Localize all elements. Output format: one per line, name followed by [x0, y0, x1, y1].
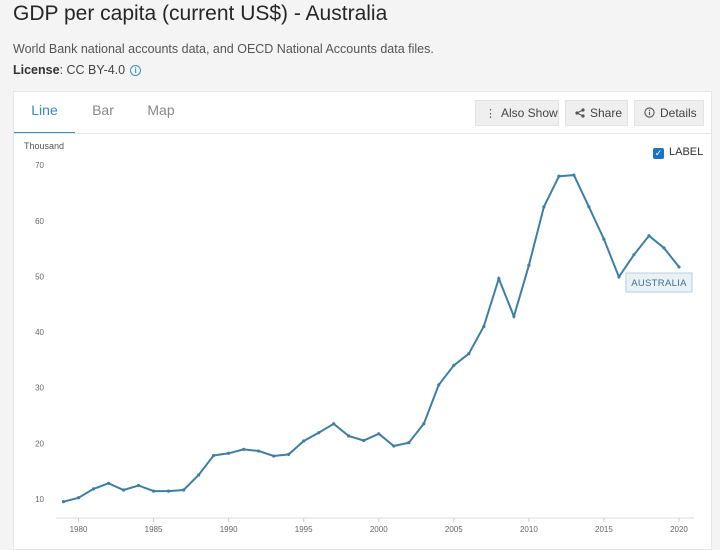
data-point[interactable]	[212, 453, 216, 458]
tab-map[interactable]: Map	[147, 102, 175, 118]
x-axis: 1980 1985 1990 1995 2000 2005 2010 2015 2020	[56, 517, 694, 534]
data-point[interactable]	[617, 275, 621, 279]
data-point[interactable]	[182, 488, 186, 492]
data-point[interactable]	[512, 314, 516, 319]
y-tick-label: 20	[35, 439, 44, 448]
data-point[interactable]	[497, 277, 501, 281]
data-point[interactable]	[121, 488, 126, 492]
data-point[interactable]	[452, 363, 456, 367]
data-point[interactable]	[272, 454, 276, 458]
y-tick-label: 30	[35, 384, 44, 393]
data-point[interactable]	[647, 234, 651, 238]
share-icon	[575, 102, 585, 126]
data-point[interactable]	[392, 444, 396, 448]
data-point[interactable]	[587, 205, 591, 209]
data-point[interactable]	[151, 489, 156, 493]
x-tick-label: 1980	[70, 525, 88, 534]
series-label-box	[625, 272, 693, 293]
data-point[interactable]	[106, 481, 111, 485]
data-point[interactable]	[76, 496, 81, 500]
also-show-label: Also Show	[501, 106, 558, 120]
data-point[interactable]	[91, 487, 96, 491]
x-tick-label: 2005	[445, 525, 463, 534]
y-tick-label: 40	[35, 328, 44, 337]
data-point[interactable]	[557, 174, 561, 178]
plot-area	[61, 173, 681, 504]
license-value: : CC BY-4.0	[59, 63, 126, 77]
series-line-australia[interactable]	[63, 174, 680, 503]
license-line: License: CC BY-4.0 i	[13, 63, 142, 77]
data-point[interactable]	[362, 438, 366, 443]
y-tick-label: 60	[35, 217, 44, 226]
line-chart: 10 20 30 40 50 60 70 1980 1985 1990 1995 2000 2005 2…	[35, 161, 694, 534]
data-point[interactable]	[257, 449, 261, 453]
x-tick-label: 1985	[145, 525, 163, 534]
series-highlight: AUSTRALIA	[625, 272, 693, 293]
data-point[interactable]	[542, 205, 546, 209]
data-point[interactable]	[197, 473, 201, 477]
details-label: Details	[660, 106, 697, 120]
data-point[interactable]	[302, 439, 306, 443]
info-icon[interactable]: i	[130, 65, 142, 76]
x-tick-label: 1995	[295, 525, 313, 534]
data-point[interactable]	[317, 431, 321, 435]
data-point[interactable]	[422, 422, 426, 426]
data-point[interactable]	[527, 263, 531, 267]
data-point[interactable]	[677, 265, 681, 269]
data-point[interactable]	[437, 383, 441, 387]
data-point[interactable]	[482, 324, 486, 329]
more-vertical-icon: ⋮	[485, 108, 496, 120]
info-circle-icon	[644, 102, 655, 126]
data-point[interactable]	[166, 489, 171, 493]
data-point[interactable]	[227, 451, 231, 455]
y-tick-label: 70	[35, 161, 44, 170]
data-point[interactable]	[287, 452, 291, 456]
x-tick-label: 1990	[220, 525, 238, 534]
data-point[interactable]	[632, 253, 636, 257]
data-point[interactable]	[407, 441, 411, 445]
data-point[interactable]	[61, 500, 66, 504]
y-axis: 10 20 30 40 50 60 70	[35, 161, 44, 504]
share-button[interactable]: Share	[565, 100, 628, 126]
x-tick-label: 2020	[670, 525, 688, 534]
license-label: License	[13, 63, 60, 77]
tab-bar[interactable]: Bar	[92, 102, 114, 118]
series-label-text: AUSTRALIA	[631, 278, 687, 289]
data-point[interactable]	[377, 432, 381, 436]
data-point[interactable]	[136, 483, 141, 488]
also-show-button[interactable]: ⋮ Also Show	[475, 100, 559, 126]
page-title: GDP per capita (current US$) - Australia	[13, 2, 388, 25]
label-toggle[interactable]: ✓ LABEL	[653, 146, 703, 159]
page-subtitle: World Bank national accounts data, and O…	[13, 42, 434, 56]
data-point[interactable]	[332, 422, 336, 426]
tabs-divider	[14, 133, 711, 134]
details-button[interactable]: Details	[634, 100, 704, 126]
data-point[interactable]	[602, 237, 606, 241]
x-tick-label: 2015	[595, 525, 613, 534]
data-point[interactable]	[662, 246, 666, 250]
data-point[interactable]	[467, 352, 471, 356]
label-toggle-text: LABEL	[669, 146, 704, 158]
data-point[interactable]	[242, 447, 246, 451]
y-axis-unit-label: Thousand	[24, 141, 65, 151]
data-point[interactable]	[572, 173, 576, 177]
share-label: Share	[590, 106, 623, 120]
y-tick-label: 10	[35, 495, 44, 504]
x-tick-label: 2000	[370, 525, 388, 534]
chart-card: Line Bar Map ⋮ Also Show Share Details Th…	[13, 91, 712, 550]
checkbox-checked-icon: ✓	[653, 148, 664, 159]
x-tick-label: 2010	[520, 525, 538, 534]
data-point[interactable]	[347, 434, 351, 438]
y-tick-label: 50	[35, 272, 44, 281]
